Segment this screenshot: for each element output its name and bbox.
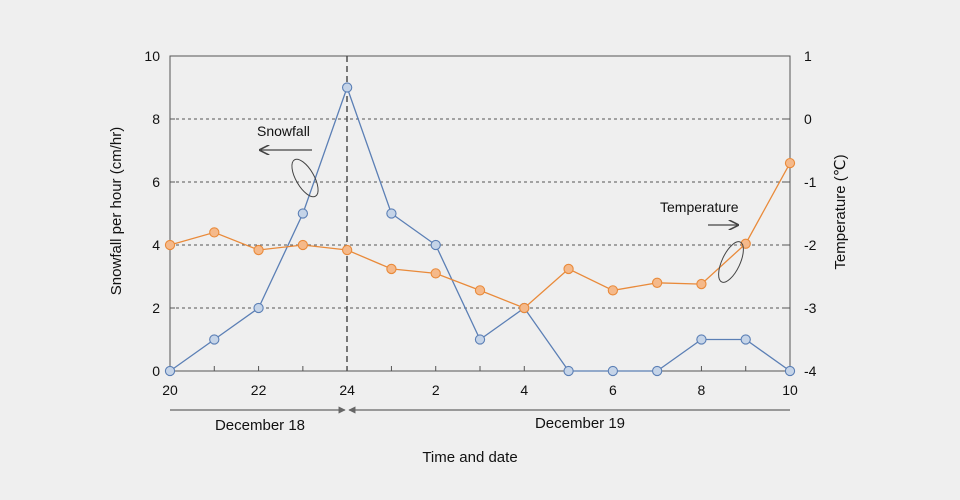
x-tick-label: 8 bbox=[698, 382, 706, 398]
temperature-point-8 bbox=[696, 278, 707, 290]
temperature-point-2 bbox=[430, 268, 441, 279]
snowfall-point-24 bbox=[341, 82, 353, 93]
snowfall-pointer-loop bbox=[291, 158, 319, 198]
temperature-point-22 bbox=[253, 244, 264, 256]
temperature-point-20 bbox=[164, 239, 176, 251]
temperature-point-4 bbox=[519, 302, 530, 314]
snowfall-point-1 bbox=[386, 208, 397, 219]
right-tick-label: 0 bbox=[804, 111, 812, 127]
x-tick-label: 4 bbox=[520, 382, 528, 398]
right-tick-label: -1 bbox=[804, 174, 817, 190]
gridlines bbox=[170, 118, 790, 309]
temperature-point-23 bbox=[297, 239, 309, 251]
x-tick-label: 22 bbox=[251, 382, 267, 398]
left-tick-label: 10 bbox=[144, 48, 160, 64]
date-range-december-19: December 19 bbox=[348, 406, 790, 432]
temperature-annotation: Temperature bbox=[660, 199, 744, 283]
right-tick-label: -3 bbox=[804, 300, 817, 316]
temperature-pointer-loop bbox=[718, 241, 744, 283]
snowfall-point-21 bbox=[209, 334, 220, 345]
temperature-point-5 bbox=[563, 263, 574, 275]
snowfall-point-3 bbox=[474, 334, 486, 345]
date-label-1: December 18 bbox=[215, 417, 305, 434]
snowfall-point-23 bbox=[297, 208, 309, 219]
left-tick-label: 4 bbox=[152, 237, 160, 253]
snowfall-point-7 bbox=[651, 365, 663, 377]
snowfall-point-8 bbox=[696, 334, 707, 345]
right-axis-ticks: -4 -3 -2 -1 0 1 bbox=[785, 48, 817, 379]
date-range-december-18: December 18 bbox=[170, 406, 346, 434]
x-axis-title: Time and date bbox=[422, 449, 517, 466]
left-tick-label: 8 bbox=[152, 111, 160, 127]
x-tick-label: 10 bbox=[782, 382, 798, 398]
temperature-point-21 bbox=[209, 227, 220, 238]
plot-area bbox=[169, 55, 791, 372]
right-tick-label: -4 bbox=[804, 363, 817, 379]
right-tick-label: 1 bbox=[804, 48, 812, 64]
snowfall-point-20 bbox=[164, 365, 176, 377]
snowfall-series bbox=[164, 82, 796, 377]
date-label-2: December 19 bbox=[535, 415, 625, 432]
temperature-series bbox=[164, 157, 796, 314]
snowfall-point-6 bbox=[607, 365, 619, 377]
temperature-annotation-label: Temperature bbox=[660, 199, 739, 215]
x-tick-label: 20 bbox=[162, 382, 178, 398]
temperature-point-24 bbox=[341, 244, 353, 256]
x-axis-ticks: 20 22 24 2 4 6 8 10 bbox=[162, 366, 798, 398]
snowfall-point-10 bbox=[784, 365, 796, 377]
x-tick-label: 6 bbox=[609, 382, 617, 398]
snowfall-point-9 bbox=[740, 334, 751, 345]
temperature-point-1 bbox=[386, 263, 397, 275]
left-axis-title: Snowfall per hour (cm/hr) bbox=[108, 127, 125, 295]
right-tick-label: -2 bbox=[804, 237, 817, 253]
x-tick-label: 2 bbox=[432, 382, 440, 398]
right-axis-title: Temperature (℃) bbox=[832, 154, 849, 269]
left-tick-label: 6 bbox=[152, 174, 160, 190]
temperature-point-7 bbox=[651, 277, 663, 288]
snowfall-annotation: Snowfall bbox=[257, 123, 319, 198]
temperature-point-3 bbox=[474, 285, 486, 296]
temperature-point-10 bbox=[784, 157, 796, 169]
temperature-point-6 bbox=[607, 285, 619, 296]
snowfall-point-2 bbox=[430, 239, 441, 251]
snowfall-point-5 bbox=[563, 365, 574, 377]
x-tick-label: 24 bbox=[339, 382, 355, 398]
left-tick-label: 0 bbox=[152, 363, 160, 379]
left-tick-label: 2 bbox=[152, 300, 160, 316]
snowfall-annotation-label: Snowfall bbox=[257, 123, 310, 139]
snowfall-point-22 bbox=[253, 302, 264, 314]
